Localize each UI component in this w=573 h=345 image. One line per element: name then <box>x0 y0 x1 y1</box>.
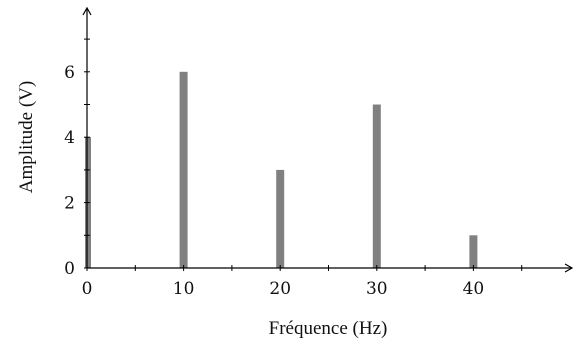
x-tick-label-30: 30 <box>366 279 388 299</box>
x-axis-title: Fréquence (Hz) <box>269 318 388 339</box>
y-tick-label-4: 4 <box>64 128 75 148</box>
bar-40 <box>469 235 478 268</box>
x-tick-label-40: 40 <box>463 279 485 299</box>
x-tick-label-0: 0 <box>82 279 93 299</box>
bar-30 <box>372 104 381 268</box>
ticks-group <box>84 38 523 271</box>
bar-20 <box>276 169 285 268</box>
x-axis-arrow <box>564 263 573 273</box>
x-tick-label-20: 20 <box>269 279 291 299</box>
y-axis-title: Amplitude (V) <box>16 81 37 193</box>
bars-group <box>85 71 478 268</box>
bar-10 <box>179 71 188 268</box>
tick-labels-group: 0 10 20 30 40 0 2 4 6 <box>64 63 484 299</box>
y-tick-label-2: 2 <box>64 194 75 214</box>
y-tick-label-6: 6 <box>64 63 75 83</box>
y-axis-arrow <box>82 6 92 16</box>
x-tick-label-10: 10 <box>173 279 195 299</box>
y-tick-label-0: 0 <box>64 259 75 279</box>
